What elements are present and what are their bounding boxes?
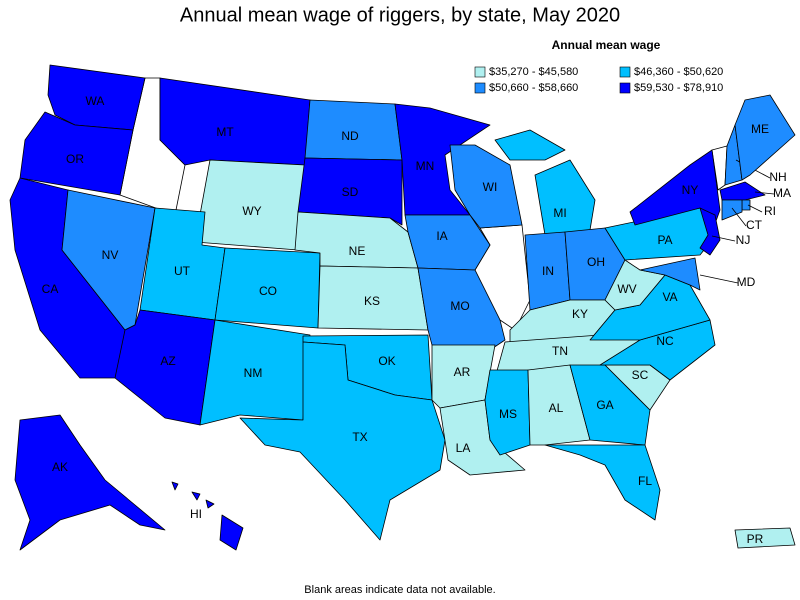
state xyxy=(191,491,201,501)
legend-swatch xyxy=(619,66,631,78)
state xyxy=(719,181,766,201)
legend-label: $35,270 - $45,580 xyxy=(489,66,578,78)
state-label: SD xyxy=(342,185,359,199)
footnote: Blank areas indicate data not available. xyxy=(304,584,495,596)
state-label: AR xyxy=(454,365,471,379)
state-label: MI xyxy=(553,206,566,220)
state-label: MO xyxy=(450,299,469,313)
state-label: MT xyxy=(216,125,234,139)
state xyxy=(219,514,244,551)
state-label: OR xyxy=(66,152,84,166)
state xyxy=(721,199,743,221)
legend-swatch xyxy=(619,82,631,94)
leader-line xyxy=(711,235,736,242)
leader-line xyxy=(699,274,739,284)
leader-line xyxy=(754,191,775,195)
state-label: FL xyxy=(638,474,652,488)
state xyxy=(639,257,701,291)
state xyxy=(199,319,311,426)
state-label: RI xyxy=(764,204,776,218)
state-label: SC xyxy=(632,368,649,382)
state xyxy=(449,144,523,229)
state-label: CO xyxy=(259,284,277,298)
legend-swatch xyxy=(474,66,486,78)
state xyxy=(569,364,651,446)
state-label: NY xyxy=(682,183,699,197)
state-label: IN xyxy=(542,264,554,278)
state-label: NM xyxy=(244,366,263,380)
state-label: WY xyxy=(242,204,261,218)
state-label: UT xyxy=(174,264,191,278)
map-title: Annual mean wage of riggers, by state, M… xyxy=(180,4,620,26)
leader-line xyxy=(731,207,747,227)
state-label: MN xyxy=(416,159,435,173)
state-label: NV xyxy=(102,248,119,262)
state xyxy=(527,364,591,446)
state-label: WV xyxy=(617,282,636,296)
state-label: MD xyxy=(737,275,756,289)
state-label: NE xyxy=(349,244,366,258)
state xyxy=(699,207,721,256)
state-label: WI xyxy=(483,180,498,194)
state-label: MS xyxy=(499,407,517,421)
state-label: GA xyxy=(596,398,613,412)
state-label: OK xyxy=(378,354,395,368)
state xyxy=(734,527,796,549)
state-label: AZ xyxy=(160,354,175,368)
state-label: KY xyxy=(572,307,588,321)
state-label: CT xyxy=(746,218,763,232)
state xyxy=(297,157,403,226)
state-label: TX xyxy=(352,430,367,444)
state-label: CA xyxy=(42,282,59,296)
state-label: WA xyxy=(86,94,105,108)
state-label: TN xyxy=(552,344,568,358)
legend-title: Annual mean wage xyxy=(552,38,661,52)
state-label: IA xyxy=(436,229,447,243)
state-label: NJ xyxy=(736,233,751,247)
state xyxy=(534,159,596,236)
state xyxy=(394,103,491,216)
state-label: KS xyxy=(364,294,380,308)
legend-label: $50,660 - $58,660 xyxy=(489,82,578,94)
state xyxy=(171,481,179,491)
state-label: ME xyxy=(751,122,769,136)
state-label: NC xyxy=(656,334,674,348)
state xyxy=(734,94,796,181)
state-label: PR xyxy=(747,532,764,546)
leader-line xyxy=(747,204,763,213)
state xyxy=(14,414,166,551)
state-label: OH xyxy=(587,255,605,269)
legend-label: $59,530 - $78,910 xyxy=(634,82,723,94)
state-label: LA xyxy=(456,441,471,455)
legend-label: $46,360 - $50,620 xyxy=(634,66,723,78)
state xyxy=(205,499,215,509)
state-label: PA xyxy=(657,233,672,247)
state-label: NH xyxy=(769,170,786,184)
state xyxy=(159,77,311,166)
state xyxy=(494,129,566,161)
state-label: VA xyxy=(662,290,677,304)
state-label: HI xyxy=(190,507,202,521)
state xyxy=(239,341,446,541)
state-label: MA xyxy=(773,186,791,200)
state xyxy=(417,267,506,351)
state xyxy=(544,444,661,521)
state-label: AK xyxy=(52,460,68,474)
state xyxy=(19,111,134,196)
state-label: ND xyxy=(341,129,359,143)
legend-swatch xyxy=(474,82,486,94)
state-label: AL xyxy=(549,401,564,415)
